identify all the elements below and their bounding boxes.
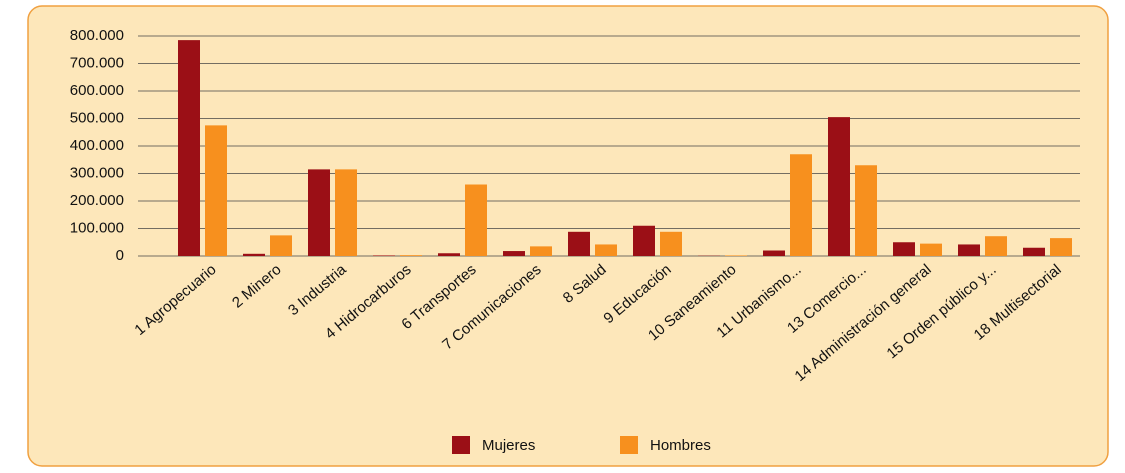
bar bbox=[893, 242, 915, 256]
y-tick-label: 500.000 bbox=[70, 109, 124, 126]
bar bbox=[595, 244, 617, 256]
bar bbox=[985, 236, 1007, 256]
bar bbox=[503, 251, 525, 256]
bar bbox=[308, 169, 330, 256]
legend-swatch bbox=[452, 436, 470, 454]
y-tick-label: 400.000 bbox=[70, 137, 124, 154]
bar bbox=[633, 225, 655, 256]
bar bbox=[438, 253, 460, 256]
bar bbox=[530, 246, 552, 256]
bar bbox=[335, 169, 357, 256]
bar bbox=[790, 154, 812, 256]
bar bbox=[763, 250, 785, 256]
bar bbox=[270, 235, 292, 256]
bar bbox=[465, 184, 487, 256]
legend-label: Hombres bbox=[650, 437, 711, 454]
bar bbox=[373, 255, 395, 256]
y-tick-label: 100.000 bbox=[70, 219, 124, 236]
bar bbox=[178, 40, 200, 256]
y-tick-label: 300.000 bbox=[70, 164, 124, 181]
bar bbox=[855, 165, 877, 256]
bar bbox=[568, 231, 590, 256]
y-tick-label: 200.000 bbox=[70, 192, 124, 209]
bar bbox=[1050, 238, 1072, 256]
bar bbox=[1023, 247, 1045, 256]
legend-label: Mujeres bbox=[482, 437, 535, 454]
bar bbox=[243, 253, 265, 256]
y-tick-label: 700.000 bbox=[70, 54, 124, 71]
y-tick-label: 600.000 bbox=[70, 82, 124, 99]
bar bbox=[725, 255, 747, 256]
bar bbox=[958, 244, 980, 256]
y-tick-label: 800.000 bbox=[70, 27, 124, 44]
bar bbox=[828, 117, 850, 256]
y-tick-label: 0 bbox=[116, 247, 124, 264]
bar bbox=[920, 243, 942, 256]
bar bbox=[205, 125, 227, 256]
bar bbox=[400, 255, 422, 256]
bar bbox=[660, 231, 682, 256]
legend-swatch bbox=[620, 436, 638, 454]
